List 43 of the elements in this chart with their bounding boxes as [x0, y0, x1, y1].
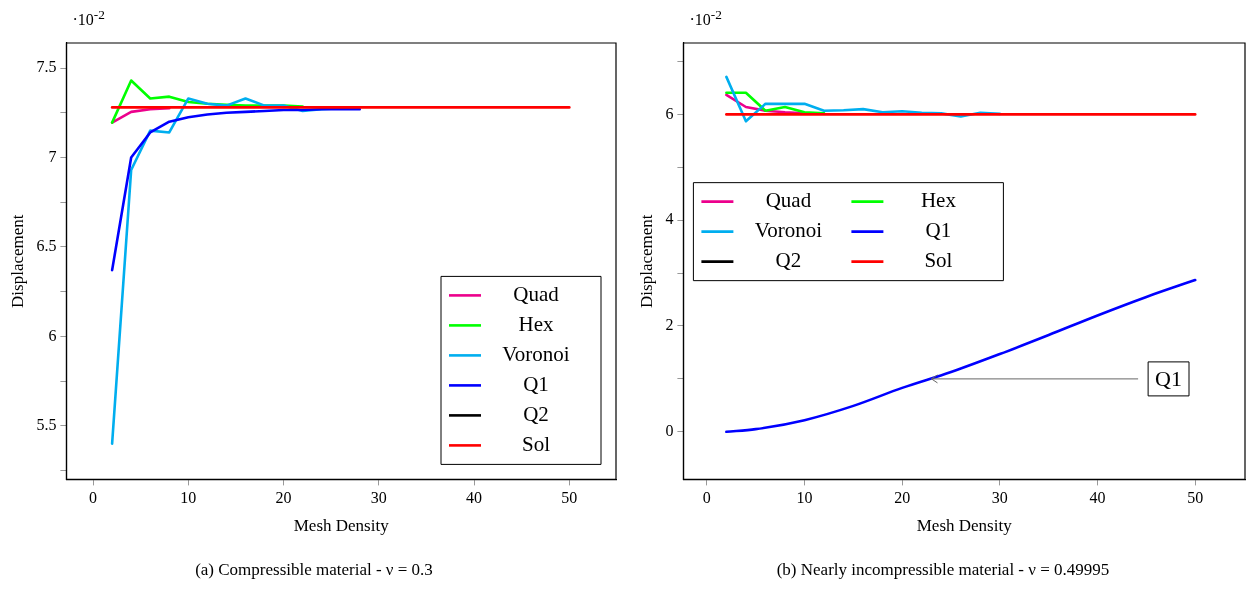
- x-tick-label: 50: [561, 489, 578, 507]
- y-tick-label: 5.5: [36, 415, 57, 433]
- x-axis-title: Mesh Density: [293, 516, 390, 536]
- x-tick-label: 30: [370, 489, 387, 507]
- text: (a) Compressible material - ν = 0.3: [194, 560, 434, 580]
- y-tick-label: 7: [48, 147, 57, 165]
- y-tick-label: 7.5: [36, 58, 57, 76]
- text: (b) Nearly incompressible material - ν = 0.49995: [775, 560, 1111, 580]
- annotation: Q1: [1155, 365, 1182, 391]
- legend-label: Q1: [523, 371, 549, 396]
- x-tick-label: 40: [466, 489, 483, 507]
- x-tick-label: 20: [894, 489, 911, 507]
- x-tick-label: 20: [275, 489, 292, 507]
- y-tick-label: 6: [48, 326, 57, 344]
- legend-label: Hex: [518, 311, 554, 336]
- legend-label: Sol: [521, 431, 551, 456]
- legend-label: Sol: [924, 248, 953, 273]
- x-tick-label: 10: [796, 489, 813, 507]
- x-tick-label: 40: [1089, 489, 1106, 507]
- text: ·10$^{-2}$: [72, 7, 105, 30]
- legend-label: Quad: [513, 281, 560, 306]
- legend-label: Voronoi: [754, 218, 823, 243]
- legend-label: Quad: [765, 188, 812, 213]
- y-tick-label: 2: [665, 316, 674, 334]
- legend-label: Q2: [775, 248, 802, 273]
- x-tick-label: 50: [1187, 489, 1204, 507]
- y-tick-label: 0: [665, 422, 674, 439]
- y-tick-label: 4: [665, 210, 674, 228]
- text: ·10$^{-2}$: [689, 7, 722, 30]
- legend-label: Q2: [523, 401, 549, 426]
- legend-label: Q1: [925, 218, 952, 243]
- legend-label: Voronoi: [502, 341, 570, 366]
- line-series: [725, 278, 1197, 434]
- y-tick-label: 6: [665, 104, 674, 122]
- x-tick-label: 30: [991, 489, 1008, 507]
- x-axis-title: Mesh Density: [916, 516, 1013, 536]
- x-tick-label: 0: [702, 489, 711, 507]
- y-axis-title: Displacement: [7, 214, 27, 308]
- x-tick-label: 10: [180, 489, 197, 507]
- legend-label: Hex: [920, 188, 957, 213]
- y-tick-label: 6.5: [36, 237, 57, 255]
- y-axis-title: Displacement: [636, 214, 656, 308]
- x-tick-label: 0: [89, 489, 98, 507]
